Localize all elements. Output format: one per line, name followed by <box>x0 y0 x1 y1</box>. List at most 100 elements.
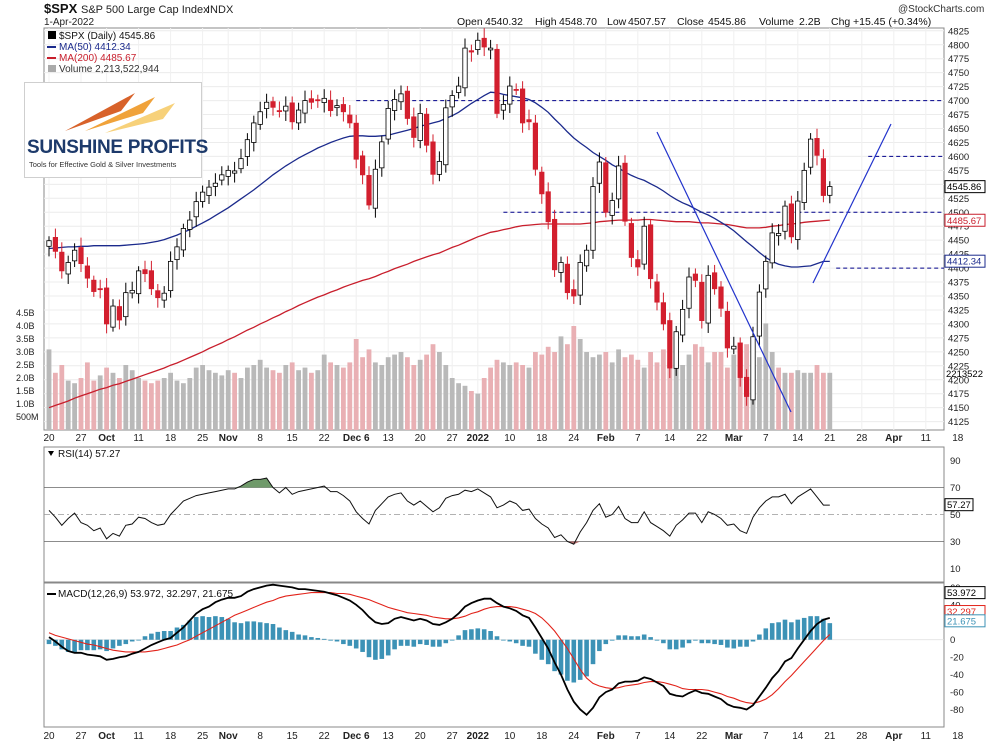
volume-tick-label: 4.0B <box>16 321 35 331</box>
volume-bar <box>65 380 71 430</box>
low-label: Low <box>607 16 627 28</box>
volume-tick-label: 1.5B <box>16 386 35 396</box>
open-label: Open <box>457 16 483 28</box>
ma200-value-label: 4485.67 <box>947 216 981 227</box>
volume-bar <box>577 339 583 430</box>
macd-histogram-bar <box>795 619 801 640</box>
x-axis-label: Apr <box>885 433 902 444</box>
x-axis-label-bottom: 15 <box>287 731 299 742</box>
x-axis-label-bottom: 7 <box>763 731 769 742</box>
close-label: Close <box>677 16 704 28</box>
x-axis-label-bottom: 24 <box>568 731 580 742</box>
volume-bar <box>699 346 705 430</box>
candle-body <box>302 100 308 114</box>
macd-histogram-bar <box>117 639 122 646</box>
volume-bar <box>193 367 199 430</box>
macd-histogram-bar <box>629 636 634 640</box>
candle-body <box>680 308 686 336</box>
candle-body <box>219 174 225 181</box>
macd-histogram-bar <box>302 635 308 640</box>
volume-bar <box>149 383 154 430</box>
x-axis-label-bottom: Apr <box>885 731 902 742</box>
candle-body <box>379 141 385 169</box>
macd-histogram-bar <box>737 639 743 647</box>
candle-body <box>334 105 340 109</box>
x-axis-label: 27 <box>75 433 87 444</box>
volume-bar <box>321 354 327 430</box>
candle-body <box>244 139 250 157</box>
macd-histogram-bar <box>149 633 154 640</box>
last-price-label-box <box>944 180 986 194</box>
low-value: 4507.57 <box>628 16 666 28</box>
candle-body <box>161 292 167 301</box>
x-axis-label-bottom: Oct <box>98 731 115 742</box>
macd-histogram-bar <box>526 639 532 647</box>
macd-histogram-bar <box>213 616 218 640</box>
macd-histogram-bar <box>590 639 596 665</box>
macd-histogram-bar <box>731 639 737 649</box>
macd-histogram-bar <box>245 621 250 640</box>
x-axis-label-bottom: 27 <box>75 731 87 742</box>
x-axis-label: 18 <box>165 433 177 444</box>
volume-bar <box>123 365 129 430</box>
macd-histogram-bar <box>315 637 321 640</box>
volume-bar <box>507 365 513 430</box>
macd-histogram-bar <box>821 618 826 640</box>
macd-histogram-bar <box>558 639 564 675</box>
macd-histogram-bar <box>411 639 417 647</box>
volume-bar <box>718 352 724 430</box>
x-axis-label: 11 <box>133 433 144 444</box>
volume-bar <box>181 383 186 430</box>
candle-body <box>481 37 487 48</box>
macd-histogram-bar <box>449 639 455 641</box>
volume-bar <box>136 378 141 430</box>
macd-histogram-bar <box>270 624 276 640</box>
candle-body <box>769 232 775 264</box>
volume-value: 2.2B <box>799 16 821 28</box>
macd-histogram-bar <box>488 631 493 640</box>
volume-bar <box>801 372 807 430</box>
candle-body <box>46 240 52 247</box>
candle-body <box>148 270 154 290</box>
macd-histogram-bar <box>475 628 481 640</box>
candle-body <box>545 191 551 223</box>
candle-body <box>801 169 807 203</box>
macd-histogram-bar <box>769 623 775 640</box>
candle-body <box>257 111 263 125</box>
macd-value-label-box <box>944 586 986 600</box>
x-axis-label: 18 <box>952 433 964 444</box>
volume-bar <box>379 365 385 430</box>
candle-body <box>756 291 763 337</box>
macd-histogram-bar <box>814 616 820 640</box>
macd-histogram-bar <box>552 639 557 672</box>
macd-histogram-bar <box>360 639 365 652</box>
volume-bar <box>737 349 743 430</box>
volume-bar <box>462 385 468 430</box>
volume-bar <box>680 365 685 430</box>
macd-histogram-bar <box>347 639 353 646</box>
macd-histogram-bar <box>757 634 762 640</box>
macd-tick-label: -40 <box>950 670 964 681</box>
candle-body <box>705 274 711 324</box>
volume-bar <box>411 365 417 430</box>
volume-bar <box>245 367 250 430</box>
volume-bar <box>539 354 545 430</box>
chg-label: Chg <box>831 16 850 28</box>
ma50-value-label-box <box>944 254 986 268</box>
volume-bar <box>443 365 449 430</box>
x-axis-label: 8 <box>257 433 263 444</box>
candle-body <box>295 109 302 124</box>
rsi-overbought-fill <box>234 478 273 488</box>
macd-histogram-bar <box>385 639 391 656</box>
ma50-line <box>48 91 830 268</box>
candle-body <box>744 376 750 397</box>
price-tick-label: 4625 <box>948 138 969 149</box>
candle-body <box>628 223 635 258</box>
macd-panel <box>43 582 945 728</box>
price-tick-label: 4675 <box>948 110 969 121</box>
volume-bar <box>488 367 493 430</box>
macd-histogram-bar <box>373 639 378 660</box>
price-tick-label: 4175 <box>948 389 969 400</box>
macd-histogram-bar <box>539 639 545 660</box>
